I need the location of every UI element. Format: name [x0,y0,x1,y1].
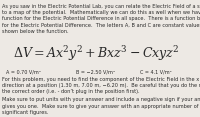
Text: A = 0.70 V/m⁴: A = 0.70 V/m⁴ [6,69,41,74]
Text: B = −2.50 V/m⁴: B = −2.50 V/m⁴ [76,69,115,74]
Text: For this problem, you need to find the component of the Electric Field in the x
: For this problem, you need to find the c… [2,77,200,94]
Text: C = 4.1 V/m⁴: C = 4.1 V/m⁴ [140,69,172,74]
Text: Make sure to put units with your answer and include a negative sign if your answ: Make sure to put units with your answer … [2,97,200,115]
Text: $\Delta V = Ax^2y^2 + Bxz^3 - Cxyz^2$: $\Delta V = Ax^2y^2 + Bxz^3 - Cxyz^2$ [13,44,179,63]
Text: As you saw in the Electric Potential Lab, you can relate the Electric Field of a: As you saw in the Electric Potential Lab… [2,4,200,34]
